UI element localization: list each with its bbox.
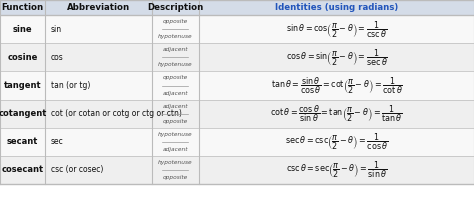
Text: csc (or cosec): csc (or cosec) (51, 165, 103, 174)
Bar (0, 72, 474, 100)
Text: sec: sec (51, 137, 64, 146)
Text: adjacent: adjacent (163, 104, 188, 109)
Text: sin: sin (51, 25, 62, 34)
Text: cos: cos (51, 53, 64, 62)
Bar (0, 0, 474, 184)
Text: opposite: opposite (163, 19, 188, 24)
Text: opposite: opposite (163, 76, 188, 80)
Text: $\cos\theta = \sin\!\left(\dfrac{\pi}{2} - \theta\right) = \dfrac{1}{\sec\theta}: $\cos\theta = \sin\!\left(\dfrac{\pi}{2}… (285, 47, 388, 68)
Bar (0, 43, 474, 72)
Text: cosecant: cosecant (1, 165, 44, 174)
Text: adjacent: adjacent (163, 147, 188, 152)
Text: $\sin\theta = \cos\!\left(\dfrac{\pi}{2} - \theta\right) = \dfrac{1}{\csc\theta}: $\sin\theta = \cos\!\left(\dfrac{\pi}{2}… (286, 19, 387, 39)
Text: opposite: opposite (163, 175, 188, 180)
Bar (0, 156, 474, 184)
Text: hypotenuse: hypotenuse (158, 34, 193, 39)
Text: hypotenuse: hypotenuse (158, 62, 193, 68)
Text: Abbreviation: Abbreviation (67, 3, 130, 12)
Text: Identities (using radians): Identities (using radians) (275, 3, 398, 12)
Text: Function: Function (1, 3, 44, 12)
Text: adjacent: adjacent (163, 47, 188, 52)
Text: cotangent: cotangent (0, 109, 47, 118)
Text: $\cot\theta = \dfrac{\cos\theta}{\sin\theta} = \tan\!\left(\dfrac{\pi}{2} - \the: $\cot\theta = \dfrac{\cos\theta}{\sin\th… (270, 103, 403, 124)
Text: hypotenuse: hypotenuse (158, 132, 193, 137)
Bar (0, 128, 474, 156)
Text: Description: Description (147, 3, 203, 12)
Bar (0, 15, 474, 43)
Text: cosine: cosine (7, 53, 38, 62)
Text: hypotenuse: hypotenuse (158, 160, 193, 165)
Text: cot (or cotan or cotg or ctg or ctn): cot (or cotan or cotg or ctg or ctn) (51, 109, 182, 118)
Text: $\csc\theta = \sec\!\left(\dfrac{\pi}{2} - \theta\right) = \dfrac{1}{\sin\theta}: $\csc\theta = \sec\!\left(\dfrac{\pi}{2}… (286, 160, 387, 180)
Text: secant: secant (7, 137, 38, 146)
Bar (0, 0, 474, 15)
Text: $\tan\theta = \dfrac{\sin\theta}{\cos\theta} = \cot\!\left(\dfrac{\pi}{2} - \the: $\tan\theta = \dfrac{\sin\theta}{\cos\th… (271, 75, 402, 96)
Text: sine: sine (13, 25, 32, 34)
Text: $\sec\theta = \csc\!\left(\dfrac{\pi}{2} - \theta\right) = \dfrac{1}{\cos\theta}: $\sec\theta = \csc\!\left(\dfrac{\pi}{2}… (285, 131, 388, 152)
Text: tan (or tg): tan (or tg) (51, 81, 90, 90)
Text: opposite: opposite (163, 119, 188, 124)
Text: tangent: tangent (4, 81, 41, 90)
Text: adjacent: adjacent (163, 91, 188, 96)
Bar (0, 100, 474, 128)
